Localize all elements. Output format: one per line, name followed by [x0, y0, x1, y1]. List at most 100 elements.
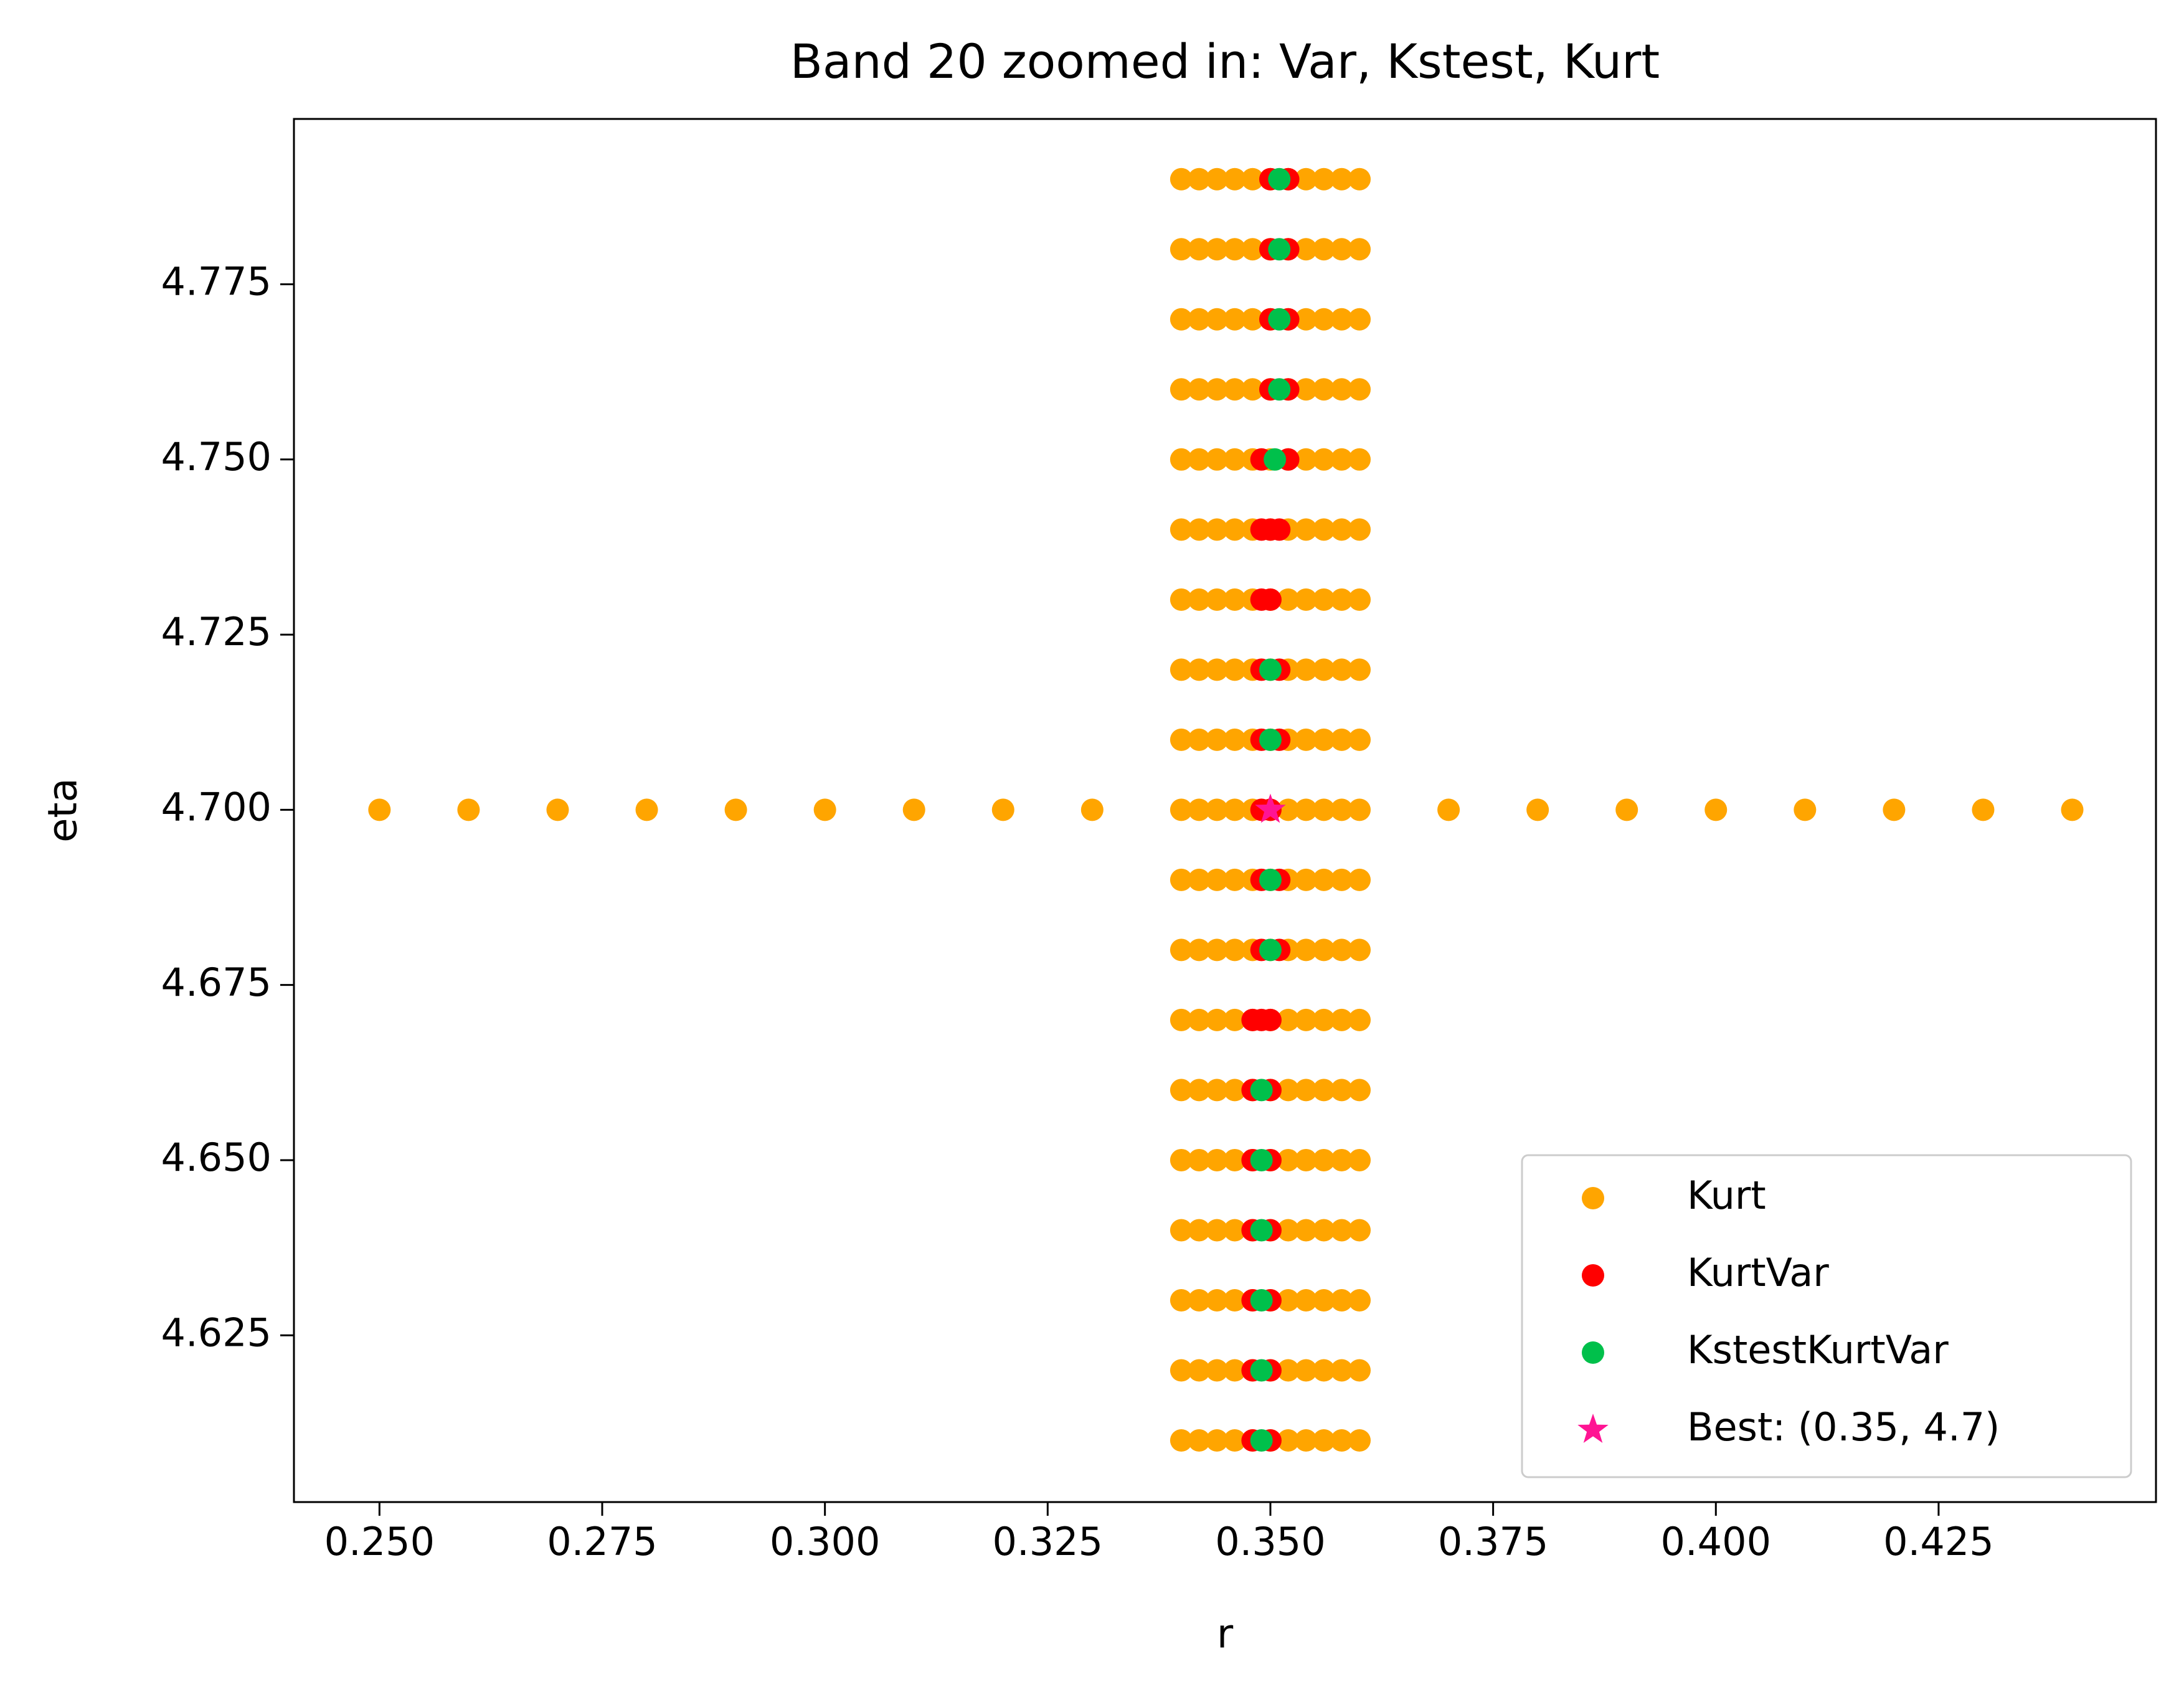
point — [1312, 308, 1335, 331]
point — [1277, 1219, 1300, 1242]
point — [1188, 1008, 1211, 1031]
point — [1312, 1429, 1335, 1452]
point — [1312, 588, 1335, 611]
point — [1250, 1359, 1273, 1382]
point — [1526, 798, 1549, 821]
point — [1188, 868, 1211, 891]
point — [1223, 518, 1246, 541]
point — [1268, 378, 1291, 401]
point — [991, 798, 1014, 821]
point — [1348, 1359, 1371, 1382]
point — [1277, 1008, 1300, 1031]
point — [1330, 1288, 1353, 1312]
point — [1330, 168, 1353, 191]
y-tick-label: 4.625 — [161, 1310, 272, 1355]
point — [1295, 938, 1318, 962]
point — [1312, 1079, 1335, 1102]
point — [1170, 1008, 1193, 1031]
point — [1259, 868, 1282, 891]
point — [1170, 448, 1193, 471]
point — [1295, 518, 1318, 541]
point — [1348, 798, 1371, 821]
point — [1295, 728, 1318, 751]
x-tick-label: 0.250 — [324, 1519, 435, 1564]
x-axis-label: r — [1217, 1612, 1234, 1658]
point — [1312, 1219, 1335, 1242]
point — [1188, 518, 1211, 541]
point — [1223, 168, 1246, 191]
point — [1170, 1079, 1193, 1102]
legend-label: Kurt — [1687, 1173, 1766, 1218]
point — [1206, 938, 1229, 962]
point — [1330, 308, 1353, 331]
point — [813, 798, 836, 821]
point — [1312, 518, 1335, 541]
point — [1268, 518, 1291, 541]
point — [1223, 588, 1246, 611]
point — [1250, 1219, 1273, 1242]
point — [1223, 658, 1246, 681]
point — [1348, 728, 1371, 751]
y-tick-label: 4.750 — [161, 434, 272, 480]
point — [1250, 1079, 1273, 1102]
point — [1268, 238, 1291, 261]
point — [1170, 798, 1193, 821]
point — [1250, 1288, 1273, 1312]
point — [1080, 798, 1104, 821]
point — [546, 798, 569, 821]
point — [1295, 658, 1318, 681]
point — [1330, 1219, 1353, 1242]
point — [1312, 1008, 1335, 1031]
point — [1295, 1359, 1318, 1382]
point — [1223, 868, 1246, 891]
x-tick-label: 0.350 — [1215, 1519, 1326, 1564]
point — [1312, 658, 1335, 681]
point — [1794, 798, 1817, 821]
point — [1170, 1219, 1193, 1242]
point — [1312, 1359, 1335, 1382]
point — [1170, 938, 1193, 962]
point — [1348, 518, 1371, 541]
point — [1188, 238, 1211, 261]
point — [1312, 238, 1335, 261]
point — [1295, 448, 1318, 471]
point — [1348, 168, 1371, 191]
point — [1330, 588, 1353, 611]
point — [1295, 1288, 1318, 1312]
point — [1295, 1429, 1318, 1452]
plot-area — [368, 168, 2084, 1452]
point — [724, 798, 747, 821]
point — [1170, 1359, 1193, 1382]
point — [1330, 238, 1353, 261]
point — [1330, 868, 1353, 891]
point — [1223, 1219, 1246, 1242]
point — [1223, 938, 1246, 962]
point — [1206, 868, 1229, 891]
x-tick-label: 0.275 — [547, 1519, 658, 1564]
x-tick-label: 0.300 — [770, 1519, 881, 1564]
point — [1883, 798, 1906, 821]
point — [1330, 938, 1353, 962]
point — [1330, 798, 1353, 821]
point — [1223, 1079, 1246, 1102]
point — [1330, 1148, 1353, 1171]
point — [1268, 308, 1291, 331]
point — [1223, 238, 1246, 261]
point — [1277, 1148, 1300, 1171]
point — [1241, 168, 1264, 191]
point — [1188, 938, 1211, 962]
point — [1264, 448, 1287, 471]
x-tick-label: 0.375 — [1438, 1519, 1549, 1564]
point — [1312, 448, 1335, 471]
point — [1277, 798, 1300, 821]
point — [1259, 938, 1282, 962]
point — [1188, 308, 1211, 331]
point — [1277, 1359, 1300, 1382]
point — [1277, 588, 1300, 611]
point — [1330, 518, 1353, 541]
point — [1348, 588, 1371, 611]
point — [1295, 308, 1318, 331]
point — [1206, 378, 1229, 401]
y-tick-label: 4.650 — [161, 1135, 272, 1180]
